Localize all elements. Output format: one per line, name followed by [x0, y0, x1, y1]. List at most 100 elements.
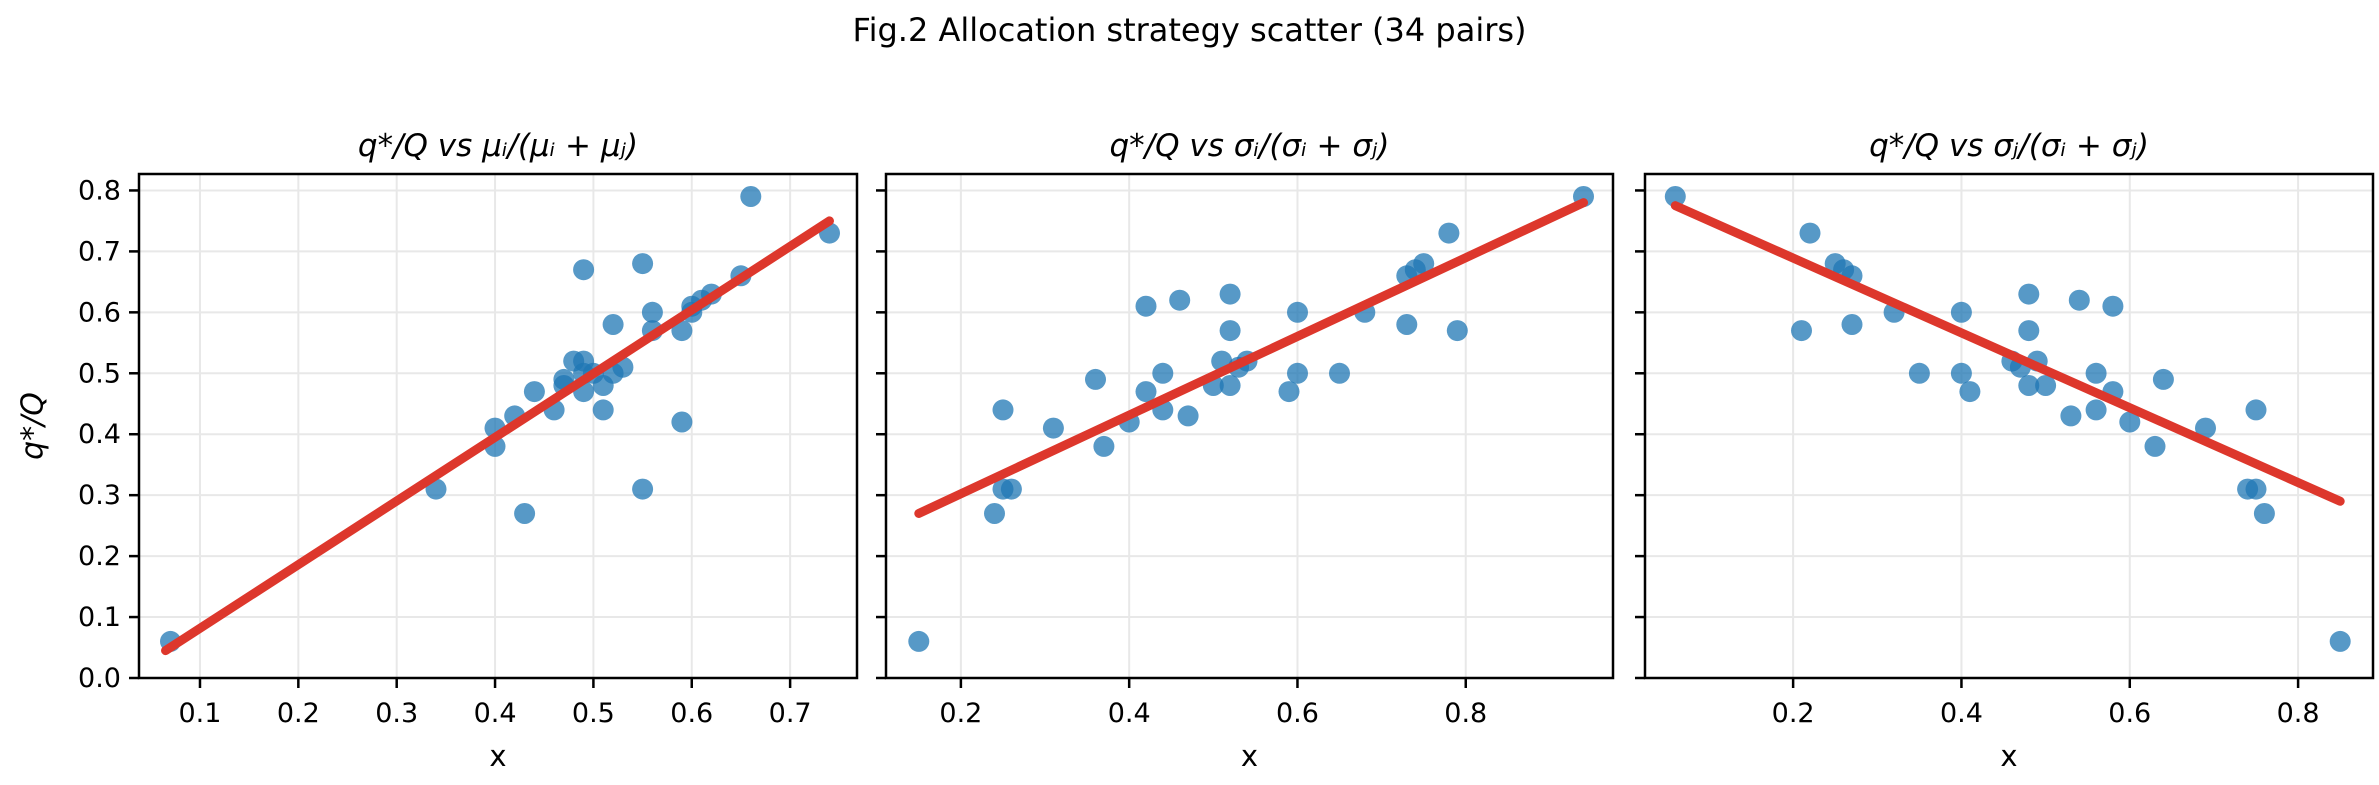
scatter-point: [671, 320, 693, 342]
trend-line: [1670, 201, 2345, 506]
scatter-point: [1438, 222, 1460, 244]
scatter-point: [2018, 375, 2040, 396]
scatter-point: [2253, 503, 2275, 524]
scatter-point: [1287, 301, 1308, 323]
x-axis-title: x: [2000, 739, 2017, 773]
panel-1: 0.1 0.2 0.3 0.4 0.5 0.6 0.7 0.0 0.1 0.2 0.3 0.4 0.5 0…: [78, 128, 859, 773]
x-tick-label: 0.6: [1276, 698, 1319, 729]
panel-2: 0.2 0.4 0.6 0.8 q*/Q vs σᵢ/(σᵢ + σⱼ) x: [876, 128, 1615, 773]
scatter-point: [1135, 295, 1157, 317]
scatter-point: [2119, 411, 2141, 433]
scatter-point: [1177, 405, 1199, 427]
scatter-point: [2195, 417, 2216, 439]
x-tick-label: 0.2: [1772, 698, 1815, 729]
y-tick-label: 0.2: [78, 541, 121, 572]
x-tick-label: 0.4: [1108, 698, 1151, 729]
scatter-point: [2060, 405, 2082, 427]
scatter-point: [1824, 253, 1846, 275]
panel-title: q*/Q vs σⱼ/(σᵢ + σⱼ): [1869, 128, 2149, 164]
y-tick-label: 0.0: [78, 663, 121, 694]
scatter-point: [514, 503, 536, 524]
panel-title: q*/Q vs σᵢ/(σᵢ + σⱼ): [1110, 128, 1390, 164]
scatter-point: [1329, 362, 1350, 384]
scatter-point: [740, 186, 762, 207]
scatter-point: [671, 411, 693, 433]
trend-line: [161, 216, 834, 656]
scatter-point: [1135, 381, 1157, 403]
x-tick-label: 0.2: [277, 698, 320, 729]
scatter-point: [1446, 320, 1468, 342]
x-tick-label: 0.6: [2108, 698, 2151, 729]
scatter-point: [992, 399, 1014, 421]
scatter-point: [2102, 295, 2124, 317]
scatter-point: [1791, 320, 1812, 342]
scatter-point: [1152, 362, 1174, 384]
scatter-point: [1278, 381, 1300, 403]
scatter-point: [908, 630, 930, 652]
scatter-point: [602, 314, 624, 335]
y-tick-label: 0.5: [78, 358, 121, 389]
scatter-point: [1000, 478, 1022, 500]
scatter-point: [1950, 362, 1972, 384]
scatter-point: [1908, 362, 1930, 384]
axes-frame: [137, 172, 859, 680]
x-tick-label: 0.7: [769, 698, 812, 729]
scatter-point: [573, 350, 595, 372]
scatter-point: [1799, 222, 1821, 244]
scatter-point: [2018, 283, 2040, 305]
x-tick-label: 0.1: [179, 698, 222, 729]
x-axis-title: x: [1241, 739, 1258, 773]
x-tick-label: 0.8: [2277, 698, 2320, 729]
scatter-point: [2035, 375, 2057, 396]
scatter-point: [1085, 368, 1106, 390]
scatter-point: [1959, 381, 1981, 403]
y-tick-label: 0.8: [78, 175, 121, 206]
scatter-point: [1287, 362, 1308, 384]
scatter-point: [1950, 301, 1972, 323]
scatter-point: [1841, 314, 1863, 335]
scatter-point: [632, 253, 654, 275]
scatter-point: [523, 381, 545, 403]
scatter-point: [1093, 435, 1115, 457]
scatter-point: [2068, 289, 2090, 311]
scatter-point: [2018, 320, 2040, 342]
trend-line: [914, 198, 1589, 518]
scatter-point: [2085, 362, 2107, 384]
scatter-point: [2329, 630, 2351, 652]
scatter-point: [1219, 320, 1241, 342]
scatter-point: [2085, 399, 2107, 421]
y-tick-label: 0.6: [78, 297, 121, 328]
axes-frame: [884, 172, 1615, 680]
scatter-point: [1413, 253, 1435, 275]
x-tick-label: 0.6: [670, 698, 713, 729]
x-tick-label: 0.5: [572, 698, 615, 729]
scatter-point: [632, 478, 654, 500]
y-tick-label: 0.4: [78, 419, 121, 450]
figure-title: Fig.2 Allocation strategy scatter (34 pa…: [852, 11, 1527, 49]
y-tick-label: 0.3: [78, 480, 121, 511]
x-axis-title: x: [489, 739, 506, 773]
scatter-point: [1396, 314, 1418, 335]
x-tick-label: 0.3: [375, 698, 418, 729]
scatter-point: [984, 503, 1005, 524]
scatter-point: [573, 259, 595, 281]
scatter-point: [2237, 478, 2259, 500]
x-tick-label: 0.2: [939, 698, 982, 729]
scatter-point: [2245, 399, 2267, 421]
scatter-point: [2144, 435, 2166, 457]
panel-3: 0.2 0.4 0.6 0.8 q*/Q vs σⱼ/(σᵢ + σⱼ) x: [1635, 128, 2375, 773]
y-tick-label: 0.1: [78, 602, 121, 633]
scatter-point: [1219, 283, 1241, 305]
panel-title: q*/Q vs μᵢ/(μᵢ + μⱼ): [358, 128, 638, 164]
x-tick-label: 0.4: [474, 698, 517, 729]
x-tick-label: 0.4: [1940, 698, 1983, 729]
x-tick-label: 0.8: [1444, 698, 1487, 729]
scatter-point: [2152, 368, 2174, 390]
y-axis-label: q*/Q: [15, 392, 51, 460]
scatter-point: [1664, 186, 1686, 207]
scatter-point: [1042, 417, 1064, 439]
scatter-point: [1219, 375, 1241, 396]
axes-frame: [1643, 172, 2375, 680]
